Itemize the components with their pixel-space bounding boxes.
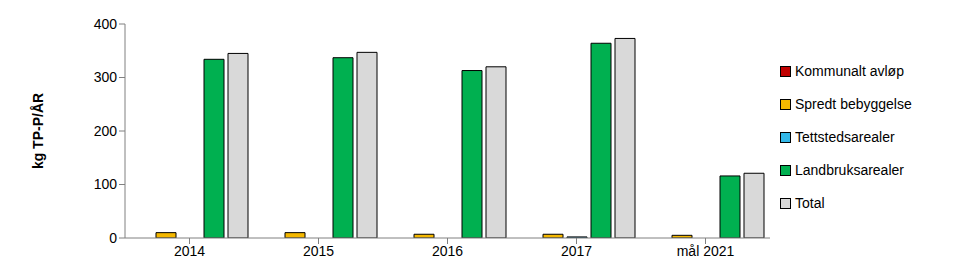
html-text:Kommunalt avløp: Kommunalt avløp [795, 63, 904, 79]
svg-text:2016: 2016 [432, 243, 463, 259]
html-text:Spredt bebyggelse: Spredt bebyggelse [795, 96, 912, 112]
svg-text:2017: 2017 [561, 243, 592, 259]
svg-text:mål 2021: mål 2021 [677, 243, 735, 259]
svg-text:400: 400 [94, 16, 118, 32]
svg-text:kg TP-P/ÅR: kg TP-P/ÅR [30, 93, 46, 169]
svg-text:2015: 2015 [303, 243, 334, 259]
html-text:Total: Total [795, 195, 825, 211]
html-text:Landbruksarealer: Landbruksarealer [795, 162, 904, 178]
html-text:Tettstedsarealer: Tettstedsarealer [795, 129, 895, 145]
svg-text:2014: 2014 [174, 243, 205, 259]
svg-text:0: 0 [109, 230, 117, 246]
svg-text:200: 200 [94, 123, 118, 139]
svg-text:300: 300 [94, 69, 118, 85]
svg-text:100: 100 [94, 176, 118, 192]
